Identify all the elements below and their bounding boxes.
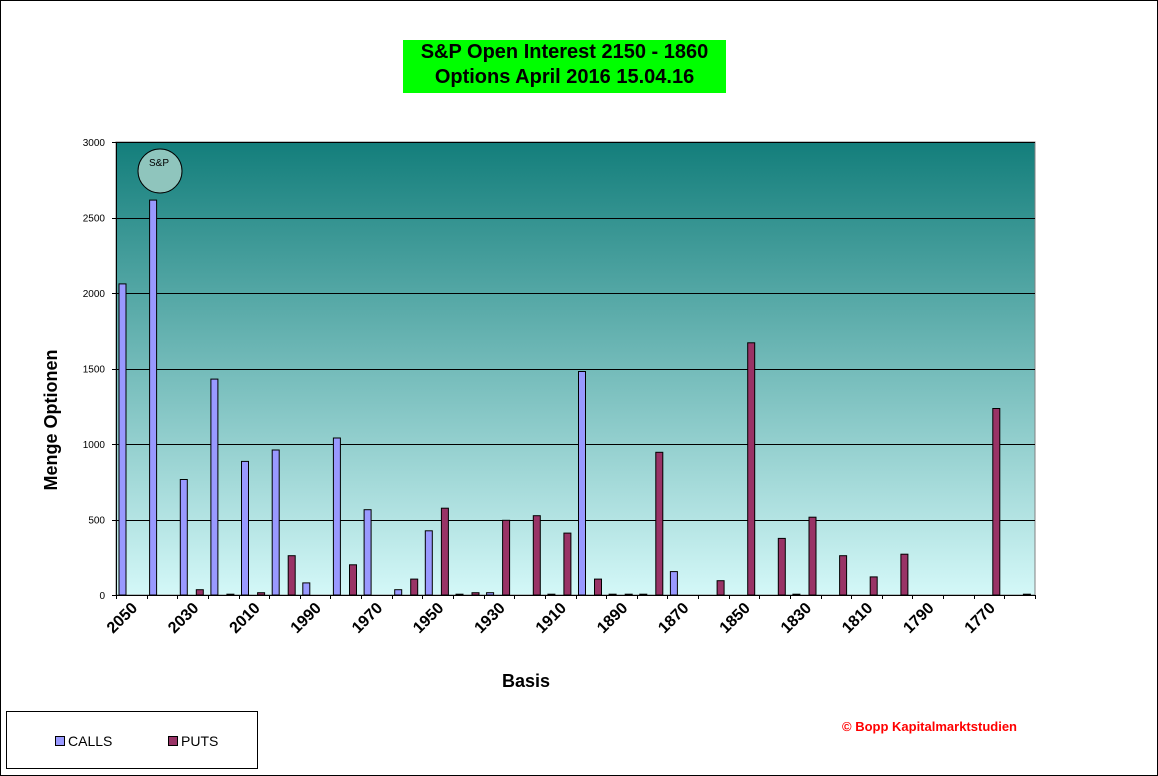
legend: CALLS PUTS [6, 711, 258, 769]
y-tick-label: 0 [99, 591, 105, 602]
bars [118, 199, 1031, 596]
puts-bar-1810 [869, 576, 878, 596]
puts-bar-1900 [594, 578, 602, 596]
calls-bar-1900 [578, 371, 586, 596]
x-tick-labels: 2050 2030 2010 1990 1970 1950 1930 1910 1890 1870… [104, 600, 999, 637]
calls-bar-1950 [424, 530, 433, 596]
legend-swatch-calls [55, 736, 65, 747]
calls-bar-2010 [241, 460, 249, 596]
puts-bar-1860 [716, 580, 725, 596]
calls-bar-1890 [608, 593, 617, 596]
calls-bar-2020 [210, 378, 219, 596]
axes [116, 142, 1036, 599]
calls-bar-1910 [547, 593, 556, 596]
puts-bar-1820 [839, 555, 848, 596]
x-tick-label: 1790 [900, 600, 937, 637]
calls-bar-2000 [271, 449, 280, 596]
puts-bar-1940 [471, 592, 480, 596]
y-axis-label: Menge Optionen [41, 350, 61, 491]
x-tick-label: 1930 [472, 600, 509, 637]
legend-swatch-puts [168, 736, 178, 747]
y-tick-label: 1000 [83, 440, 106, 451]
y-tick-label: 2000 [83, 289, 106, 300]
chart-title-line1: S&P Open Interest 2150 - 1860 [420, 41, 709, 63]
y-tick-label: 2500 [83, 214, 106, 225]
puts-bar-1910 [563, 532, 572, 596]
puts-bar-1980 [349, 564, 357, 596]
legend-item-calls: CALLS [55, 733, 112, 749]
calls-bar-1930 [486, 592, 495, 596]
legend-label-puts: PUTS [181, 733, 219, 749]
puts-bar-1920 [532, 515, 541, 596]
gridlines [116, 142, 1035, 521]
puts-bar-1930 [502, 519, 511, 596]
calls-bar-2030 [179, 479, 188, 596]
x-tick-label: 1810 [839, 600, 876, 637]
puts-bar-2010 [257, 592, 266, 596]
chart-title: S&P Open Interest 2150 - 1860 Options Ap… [403, 40, 726, 93]
puts-bar-1880 [655, 451, 664, 596]
x-tick-label: 1970 [349, 600, 386, 637]
y-tick-label: 3000 [83, 138, 106, 149]
calls-bar-1980 [332, 437, 341, 596]
x-axis-label: Basis [502, 671, 550, 691]
x-tick-label: 2010 [227, 600, 264, 637]
calls-bar-2040 [149, 199, 158, 596]
puts-bar-1770 [992, 408, 1001, 596]
calls-bar-1960 [394, 589, 403, 596]
puts-bar-2000 [287, 555, 296, 596]
sp-badge-label: S&P [149, 158, 169, 169]
calls-bar-1990 [302, 582, 311, 596]
puts-bar-1950 [440, 507, 449, 596]
x-tick-label: 1890 [594, 600, 631, 637]
puts-bar-1890 [624, 593, 633, 596]
y-tick-labels: 0 500 1000 1500 2000 2500 3000 [83, 138, 116, 602]
x-tick-label: 1870 [655, 600, 692, 637]
sp-badge: S&P [137, 148, 183, 194]
y-tick-label: 500 [88, 516, 105, 527]
calls-bar-1880 [639, 593, 648, 596]
calls-bar-1970 [363, 509, 372, 596]
x-tick-label: 1770 [962, 600, 999, 637]
x-tick-label: 1850 [717, 600, 754, 637]
x-tick-label: 1950 [410, 600, 447, 637]
puts-bar-2020 [226, 593, 235, 596]
puts-bar-1960 [410, 578, 419, 596]
calls-bar-2050 [118, 283, 127, 596]
calls-bar-1870 [669, 571, 678, 596]
chart-title-line2: Options April 2016 15.04.16 [434, 66, 695, 88]
puts-bar-1760 [1022, 593, 1031, 596]
puts-bar-1850 [747, 342, 756, 596]
x-tick-label: 1910 [533, 600, 570, 637]
calls-bar-1830 [792, 593, 801, 596]
x-tick-label: 2050 [104, 600, 141, 637]
x-tick-label: 1830 [778, 600, 815, 637]
puts-bar-2030 [195, 589, 204, 596]
y-tick-label: 1500 [83, 365, 106, 376]
puts-bar-1800 [900, 553, 909, 596]
puts-bar-1840 [777, 537, 786, 596]
legend-item-puts: PUTS [168, 733, 218, 749]
x-tick-label: 2030 [165, 600, 202, 637]
x-tick-label: 1990 [288, 600, 325, 637]
copyright-notice: © Bopp Kapitalmarktstudien [842, 719, 1017, 734]
plot-area [115, 141, 1036, 596]
calls-bar-1940 [455, 593, 464, 596]
legend-label-calls: CALLS [68, 733, 113, 749]
puts-bar-1830 [808, 516, 817, 596]
